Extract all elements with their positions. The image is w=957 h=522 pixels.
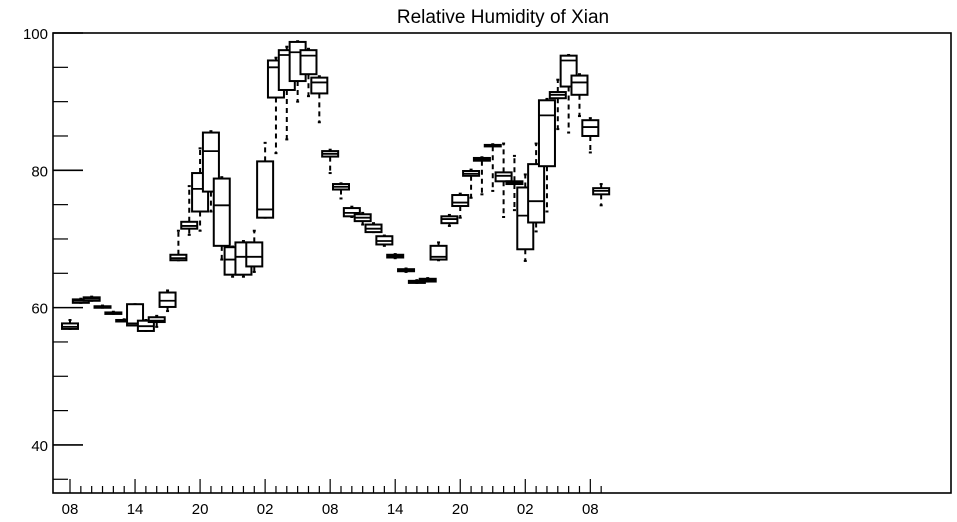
x-axis: 08 14 20 02 08 14 20 02 08 [62,479,602,518]
box-hour-10 [169,229,188,262]
x-tick-label: 08 [322,501,339,518]
box-hour-38 [472,156,491,196]
y-tick-label: 60 [31,301,48,318]
box-hour-11 [180,185,199,236]
box-hour-23 [310,75,329,124]
x-tick-label: 02 [257,501,274,518]
box-hour-26 [342,205,361,218]
iqr-box [212,177,231,247]
x-tick-label: 20 [192,501,209,518]
box-hour-7 [136,318,155,332]
box-hour-28 [364,222,383,234]
box-hour-43 [527,142,546,233]
x-tick-label: 08 [582,501,599,518]
box-series [61,40,611,332]
box-hour-8 [147,314,166,328]
box-hour-48 [581,117,600,154]
box-hour-29 [375,234,394,247]
box-hour-33 [418,277,437,283]
y-axis: 40 60 80 100 [23,26,83,480]
box-hour-44 [537,97,556,213]
box-hour-3 [93,304,112,309]
box-hour-31 [397,267,416,273]
iqr-box [201,131,220,193]
box-hour-39 [483,143,502,192]
box-hour-36 [451,192,470,219]
box-hour-27 [353,211,372,226]
iqr-box [158,291,177,308]
box-hour-24 [321,148,340,175]
x-tick-label: 02 [517,501,534,518]
box-hour-47 [570,73,589,118]
box-hour-9 [158,289,177,313]
box-hour-41 [505,154,524,212]
box-hour-2 [82,295,101,302]
box-hour-40 [494,142,513,218]
iqr-box [451,194,470,208]
box-hour-34 [429,241,448,262]
box-hour-37 [462,168,481,199]
box-hour-22 [299,47,318,98]
box-hour-25 [332,182,350,200]
box-hour-17 [245,229,264,273]
box-hour-0 [61,318,79,330]
plot-frame [52,32,952,494]
iqr-box [256,160,275,219]
iqr-box [245,241,264,268]
box-hour-49 [592,183,611,207]
iqr-box [581,119,600,137]
iqr-box [494,171,513,183]
box-hour-14 [212,176,231,261]
y-tick-label: 100 [23,26,48,43]
x-tick-label: 14 [387,501,404,518]
box-hour-35 [440,213,459,227]
y-tick-label: 40 [31,438,48,455]
iqr-box [527,163,546,224]
chart-title: Relative Humidity of Xian [397,7,609,28]
box-hour-18 [256,141,275,219]
box-hour-4 [104,310,123,315]
iqr-box [147,316,166,324]
x-tick-label: 14 [127,501,144,518]
iqr-box [537,99,556,168]
iqr-box [310,76,329,95]
box-hour-13 [201,130,220,213]
box-hour-30 [386,253,405,260]
box-hour-45 [548,78,567,131]
x-tick-label: 08 [62,501,79,518]
y-tick-label: 80 [31,163,48,180]
x-tick-label: 20 [452,501,469,518]
iqr-box [570,74,589,96]
iqr-box [299,49,318,76]
